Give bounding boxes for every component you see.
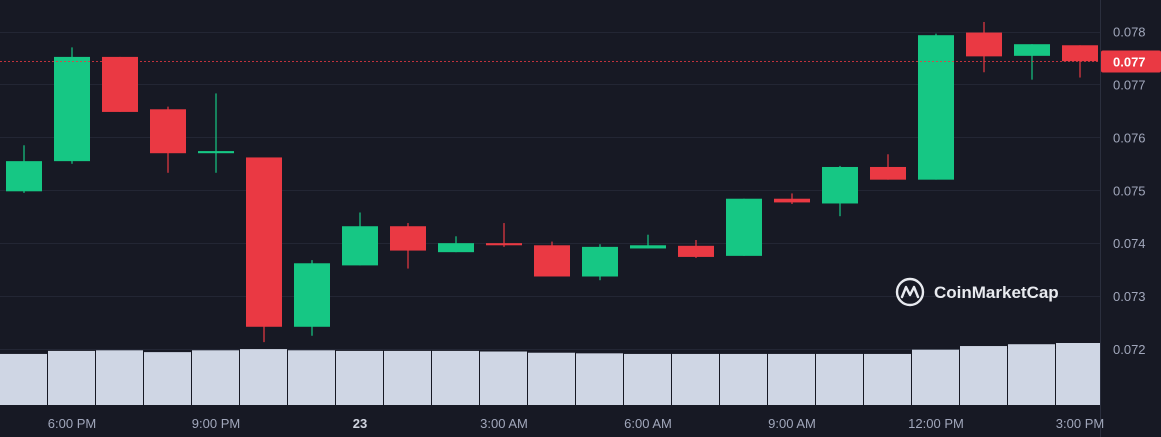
candle-down[interactable] xyxy=(390,223,426,269)
candle-body xyxy=(870,166,906,180)
candle-body xyxy=(390,226,426,251)
y-tick-label: 0.072 xyxy=(1113,342,1146,357)
candle-down[interactable] xyxy=(486,223,522,247)
candle-body xyxy=(1062,45,1098,62)
volume-bar xyxy=(576,353,623,405)
volume-bar xyxy=(912,349,959,405)
y-tick-label: 0.075 xyxy=(1113,183,1146,198)
volume-bar xyxy=(816,353,863,405)
coinmarketcap-watermark: CoinMarketCap xyxy=(895,277,1059,307)
volume-bar xyxy=(288,350,335,405)
candle-body xyxy=(438,243,474,253)
x-tick-label: 9:00 AM xyxy=(768,416,816,431)
coinmarketcap-logo-icon xyxy=(895,277,925,307)
volume-bar xyxy=(192,350,239,405)
candle-body xyxy=(726,198,762,256)
y-tick-label: 0.073 xyxy=(1113,289,1146,304)
volume-bar xyxy=(432,350,479,405)
candle-body xyxy=(294,263,330,327)
candle-down[interactable] xyxy=(774,193,810,205)
candle-body xyxy=(774,198,810,203)
x-tick-label: 3:00 AM xyxy=(480,416,528,431)
candle-up[interactable] xyxy=(630,234,666,249)
volume-bar xyxy=(48,350,95,405)
volume-bar xyxy=(864,353,911,405)
volume-bar xyxy=(1056,343,1100,405)
y-axis: 0.078 0.077 0.076 0.075 0.074 0.073 0.072 xyxy=(1113,25,1146,358)
volume-bar xyxy=(1008,344,1055,405)
candle-up[interactable] xyxy=(918,33,954,180)
x-axis: 6:00 PM 9:00 PM 23 3:00 AM 6:00 AM 9:00 AM 12:… xyxy=(48,416,1104,431)
candle-up[interactable] xyxy=(822,165,858,217)
x-tick-label: 9:00 PM xyxy=(192,416,240,431)
candle-body xyxy=(534,245,570,277)
candles xyxy=(6,21,1098,343)
volume-bar xyxy=(624,353,671,405)
candle-body xyxy=(6,161,42,192)
candle-down[interactable] xyxy=(150,106,186,173)
candle-body xyxy=(486,243,522,246)
candle-body xyxy=(582,246,618,277)
y-tick-label: 0.076 xyxy=(1113,130,1146,145)
volume-bar xyxy=(720,353,767,405)
candle-body xyxy=(246,157,282,327)
candle-up[interactable] xyxy=(726,198,762,256)
candle-body xyxy=(678,245,714,257)
volume-bar xyxy=(0,353,47,405)
candle-body xyxy=(54,56,90,162)
current-price-tag xyxy=(1101,50,1161,73)
candle-down[interactable] xyxy=(534,241,570,277)
volume-bar xyxy=(144,352,191,405)
candle-body xyxy=(822,166,858,204)
candle-down[interactable] xyxy=(246,157,282,343)
candle-up[interactable] xyxy=(294,260,330,336)
candle-up[interactable] xyxy=(342,212,378,266)
x-tick-label: 12:00 PM xyxy=(908,416,964,431)
candle-body xyxy=(102,56,138,112)
candle-down[interactable] xyxy=(966,21,1002,73)
y-tick-label: 0.077 xyxy=(1113,77,1146,92)
volume-bar xyxy=(672,353,719,405)
candle-down[interactable] xyxy=(678,239,714,258)
candle-body xyxy=(966,32,1002,57)
candle-body xyxy=(198,151,234,154)
current-price-line: 0.077 xyxy=(0,50,1161,73)
volume-bar xyxy=(96,350,143,405)
candle-down[interactable] xyxy=(102,56,138,112)
candle-up[interactable] xyxy=(582,244,618,281)
candle-up[interactable] xyxy=(198,93,234,173)
candle-up[interactable] xyxy=(6,145,42,193)
candle-up[interactable] xyxy=(438,236,474,253)
volume-bar xyxy=(528,352,575,405)
candle-body xyxy=(918,35,954,180)
volume-bar xyxy=(240,349,287,405)
x-tick-label: 6:00 PM xyxy=(48,416,96,431)
y-tick-label: 0.074 xyxy=(1113,236,1146,251)
candle-body xyxy=(342,226,378,266)
volume-bar xyxy=(768,353,815,405)
candle-up[interactable] xyxy=(54,47,90,164)
volume-bars xyxy=(0,343,1100,405)
candle-down[interactable] xyxy=(870,154,906,180)
candle-body xyxy=(150,109,186,154)
y-tick-label: 0.078 xyxy=(1113,25,1146,40)
volume-bar xyxy=(960,346,1007,405)
x-tick-label: 23 xyxy=(353,416,367,431)
current-price-label: 0.077 xyxy=(1113,55,1146,70)
volume-bar xyxy=(384,350,431,405)
candle-body xyxy=(630,245,666,249)
x-tick-label: 3:00 PM xyxy=(1056,416,1104,431)
volume-bar xyxy=(336,350,383,405)
watermark-brand-text: CoinMarketCap xyxy=(934,283,1059,302)
candle-body xyxy=(1014,44,1050,56)
volume-bar xyxy=(480,351,527,405)
x-tick-label: 6:00 AM xyxy=(624,416,672,431)
